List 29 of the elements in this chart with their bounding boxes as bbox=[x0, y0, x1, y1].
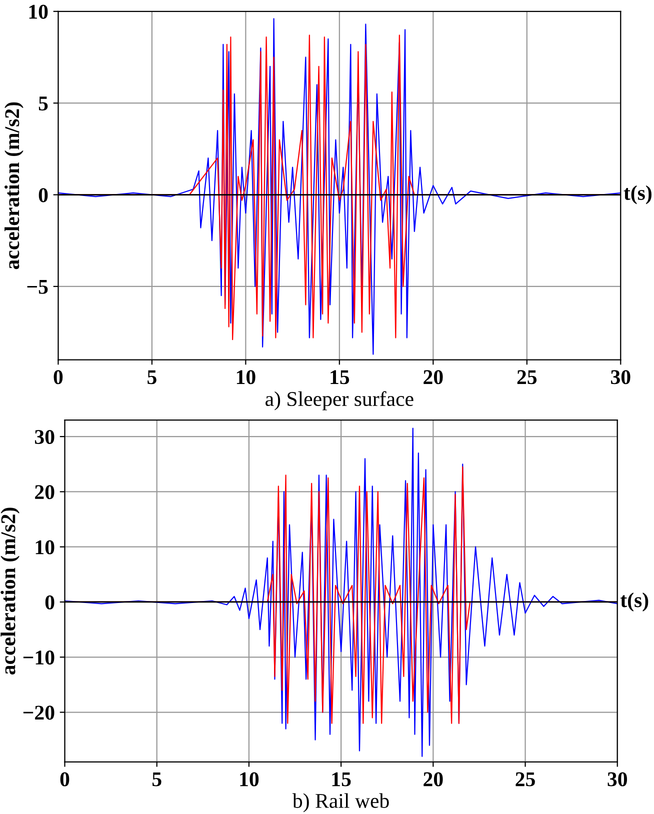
text: a) Sleeper surface bbox=[266, 391, 414, 410]
x-tick-label: 0 bbox=[60, 772, 70, 786]
y-tick-label: 5 bbox=[38, 96, 48, 111]
y-tick-label: 0 bbox=[38, 188, 48, 202]
y-tick-label: 30 bbox=[34, 430, 54, 444]
y-tick-label: −20 bbox=[23, 706, 54, 720]
y-axis-title: acceleration (m/s2) bbox=[4, 102, 24, 270]
text: b) Rail web bbox=[292, 793, 389, 812]
y-tick-label: 20 bbox=[35, 485, 54, 500]
x-axis-title: t(s) bbox=[620, 592, 648, 612]
y-tick-label: 10 bbox=[29, 4, 48, 19]
x-tick-label: 15 bbox=[332, 772, 351, 786]
y-tick-label: 0 bbox=[45, 595, 54, 610]
x-tick-label: 20 bbox=[424, 772, 443, 786]
x-tick-label: 30 bbox=[608, 772, 627, 786]
y-axis-title: acceleration (m/s2) bbox=[0, 508, 20, 674]
y-tick-label: −5 bbox=[27, 280, 48, 294]
x-tick-label: 15 bbox=[330, 370, 350, 384]
x-axis-title: t(s) bbox=[624, 185, 652, 204]
x-tick-label: 30 bbox=[611, 370, 630, 384]
x-tick-label: 20 bbox=[424, 370, 443, 384]
y-tick-label: 10 bbox=[36, 540, 54, 554]
x-tick-label: 10 bbox=[240, 772, 259, 786]
x-tick-label: 5 bbox=[152, 772, 162, 786]
y-tick-label: −10 bbox=[23, 650, 54, 665]
x-tick-label: 25 bbox=[517, 370, 537, 384]
x-tick-label: 10 bbox=[236, 370, 256, 384]
x-tick-label: 5 bbox=[148, 370, 156, 384]
x-tick-label: 25 bbox=[516, 772, 535, 786]
